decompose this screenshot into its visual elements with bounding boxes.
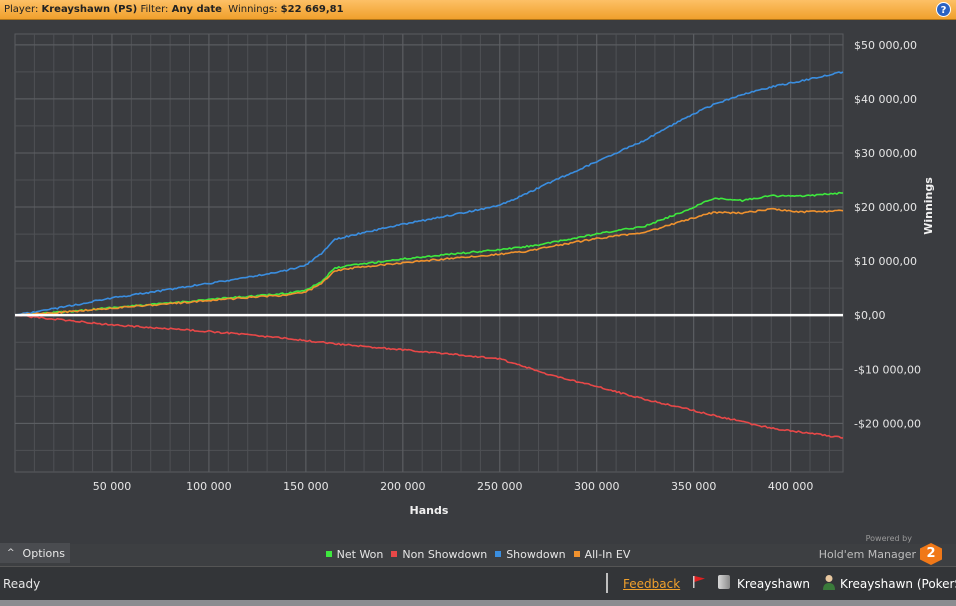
title-bar: Player: Kreayshawn (PS) Filter: Any date… (0, 0, 956, 20)
bottom-border (0, 600, 956, 606)
winnings-label: Winnings: (228, 4, 278, 15)
x-tick-label: 250 000 (477, 480, 523, 493)
legend-label: All-In EV (584, 547, 631, 561)
x-tick-label: 400 000 (768, 480, 814, 493)
y-tick-label: $50 000,00 (854, 39, 917, 52)
x-tick-label: 150 000 (283, 480, 329, 493)
y-axis-title: Winnings (922, 177, 935, 235)
product-name: Hold'em Manager (818, 547, 916, 561)
status-text: Ready (3, 577, 41, 591)
series-net-won (14, 191, 843, 316)
filter-value: Any date (171, 4, 222, 15)
legend-swatch (495, 551, 502, 557)
legend-swatch (325, 551, 332, 557)
database-name[interactable]: Kreayshawn (737, 577, 811, 591)
y-tick-label: $20 000,00 (854, 201, 917, 214)
x-tick-label: 300 000 (574, 480, 620, 493)
x-axis-title: Hands (410, 504, 449, 517)
legend-swatch (573, 551, 580, 557)
powered-by: Powered by Hold'em Manager 2 (819, 534, 942, 565)
legend-label: Net Won (336, 547, 384, 561)
filter-label: Filter: (140, 4, 169, 15)
legend-item[interactable]: Showdown (495, 547, 566, 561)
active-player[interactable]: Kreayshawn (PokerSta (840, 577, 956, 591)
chart-legend: Net Won Non Showdown Showdown All-In EV (0, 545, 956, 563)
series-allin-ev (14, 207, 844, 316)
plot-area (14, 33, 844, 473)
legend-label: Showdown (506, 547, 566, 561)
player-name: Kreayshawn (PS) (41, 4, 138, 15)
x-tick-label: 200 000 (380, 480, 426, 493)
legend-item[interactable]: Net Won (325, 547, 384, 561)
winnings-chart: 50 000 100 000 150 000 200 000 250 000 300 00… (0, 20, 956, 544)
question-icon[interactable]: ? (936, 2, 951, 17)
x-tick-label: 100 000 (186, 480, 232, 493)
hem2-logo-icon: 2 (920, 543, 942, 565)
y-tick-label: -$10 000,00 (854, 363, 921, 376)
series-non-showdown (14, 314, 843, 439)
database-icon[interactable] (718, 575, 730, 589)
legend-item[interactable]: All-In EV (573, 547, 631, 561)
y-tick-label: $30 000,00 (854, 147, 917, 160)
x-tick-label: 350 000 (671, 480, 717, 493)
x-tick-label: 50 000 (93, 480, 132, 493)
red-flag-icon[interactable] (692, 575, 706, 589)
winnings-value: $22 669,81 (280, 4, 344, 15)
y-tick-label: -$20 000,00 (854, 417, 921, 430)
powered-by-text: Powered by (865, 534, 912, 543)
series-showdown (14, 71, 844, 316)
legend-label: Non Showdown (402, 547, 488, 561)
status-bar: Ready Feedback Kreayshawn Kreayshawn (Po… (0, 566, 956, 601)
user-icon[interactable] (822, 574, 836, 590)
y-tick-label: $10 000,00 (854, 255, 917, 268)
options-label: Options (22, 546, 65, 560)
legend-swatch (391, 551, 398, 557)
y-tick-label: $0,00 (854, 309, 886, 322)
chevron-up-icon: ^ (7, 548, 15, 558)
y-tick-label: $40 000,00 (854, 93, 917, 106)
status-separator (606, 573, 608, 593)
chart-svg: 50 000 100 000 150 000 200 000 250 000 300 00… (14, 33, 935, 517)
legend-item[interactable]: Non Showdown (391, 548, 487, 561)
feedback-link[interactable]: Feedback (623, 577, 681, 591)
player-label: Player: (4, 4, 39, 15)
options-button[interactable]: ^ Options (0, 543, 70, 563)
